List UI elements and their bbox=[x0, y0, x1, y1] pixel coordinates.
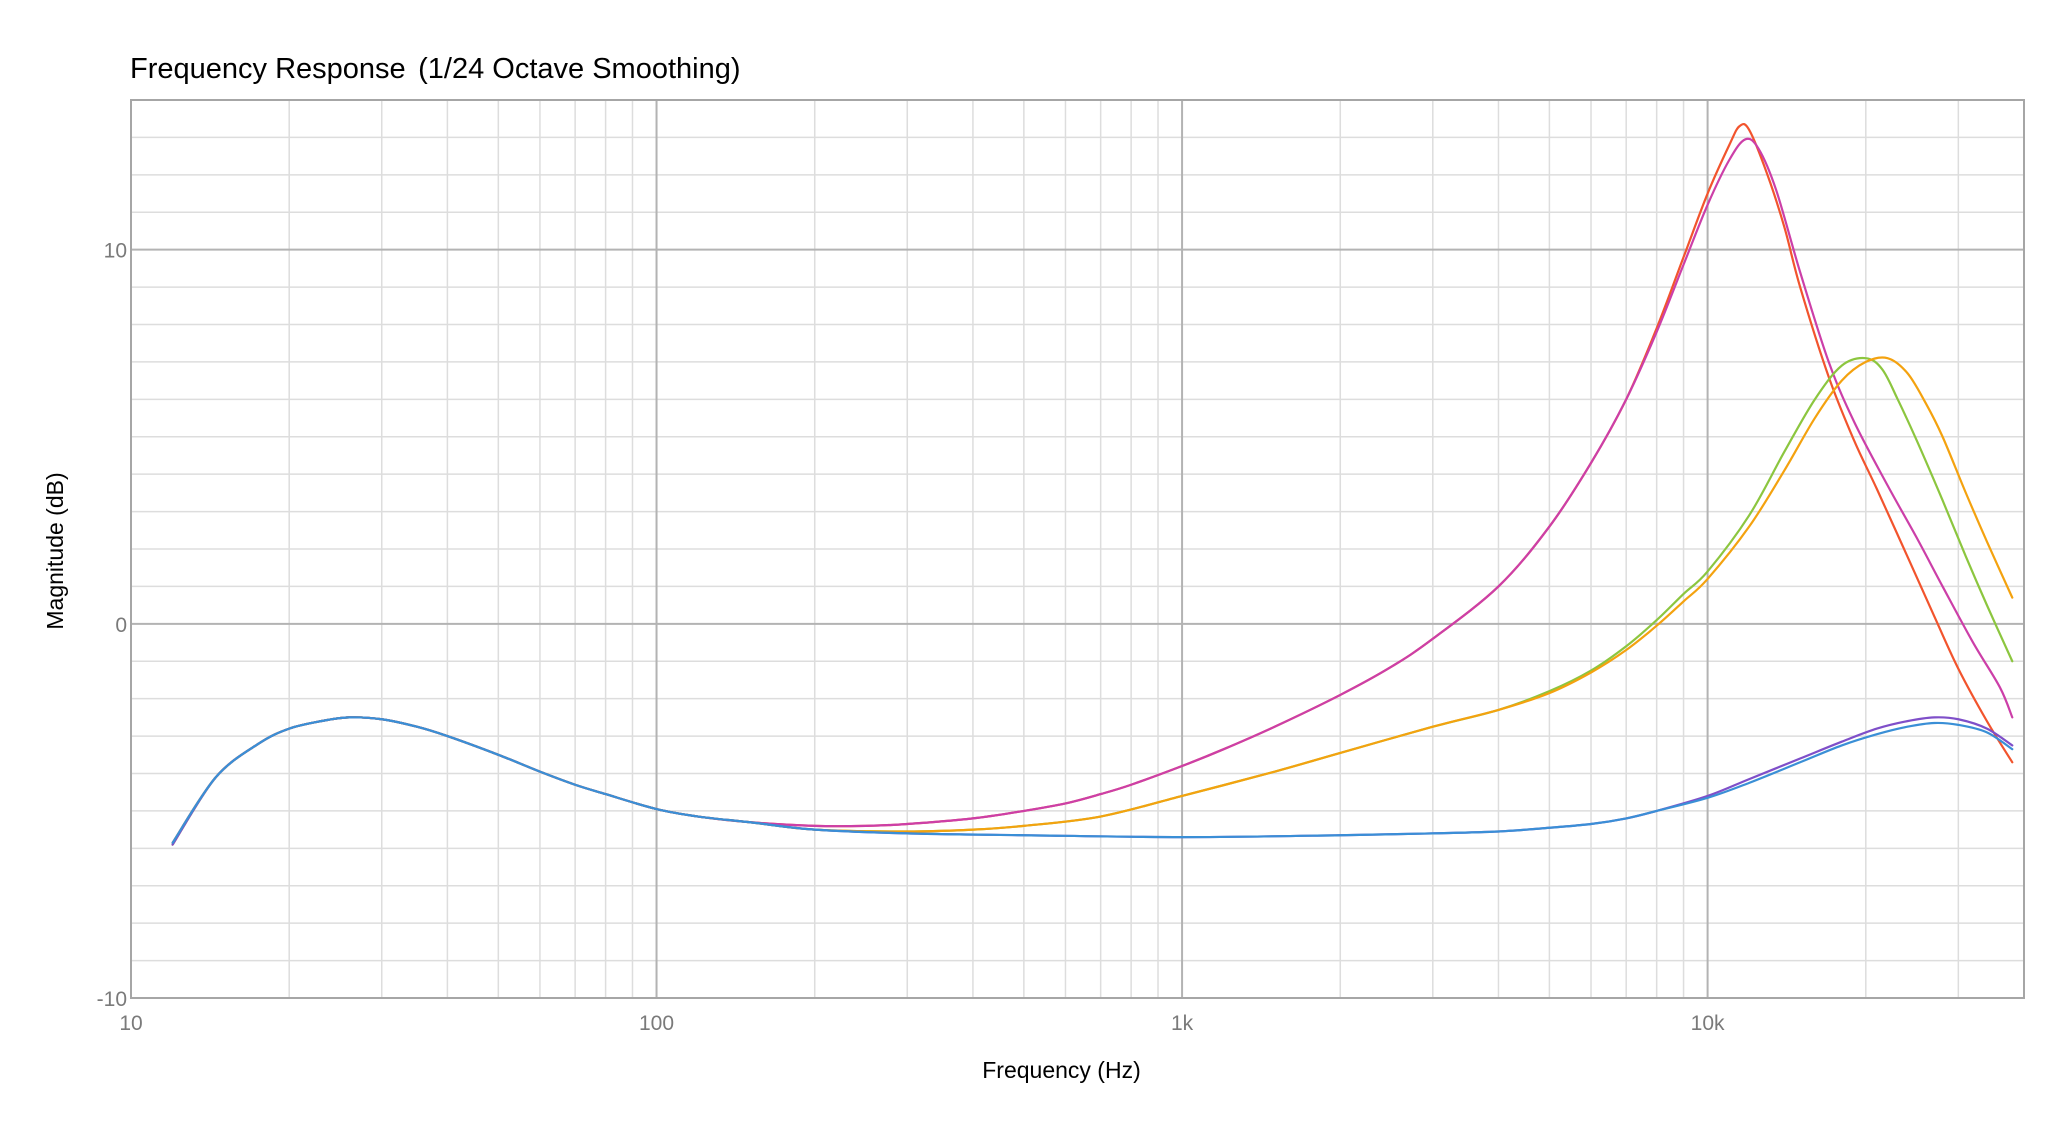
y-tick-label: 10 bbox=[104, 240, 127, 263]
x-tick-label: 10 bbox=[119, 1012, 142, 1035]
series-lines bbox=[171, 122, 2014, 846]
x-axis-ticks: 10 100 1k 10k bbox=[119, 1012, 1725, 1035]
x-tick-label: 10k bbox=[1691, 1012, 1725, 1035]
x-tick-label: 100 bbox=[639, 1012, 674, 1035]
y-axis-ticks: -10 0 10 bbox=[97, 240, 127, 1011]
x-tick-label: 1k bbox=[1171, 1012, 1194, 1035]
minor-grid bbox=[131, 99, 2025, 998]
series-line-3 bbox=[171, 356, 2014, 846]
y-axis-label: Magnitude (dB) bbox=[42, 472, 68, 629]
y-tick-label: 0 bbox=[115, 614, 127, 637]
x-axis-label: Frequency (Hz) bbox=[982, 1057, 1140, 1083]
y-tick-label: -10 bbox=[97, 988, 127, 1011]
series-line-4 bbox=[171, 356, 2014, 844]
plot-frame bbox=[130, 99, 2025, 999]
chart-title: Frequency Response bbox=[130, 53, 406, 85]
svg-text:Frequency Response (1/24 O: Frequency Response (1/24 Octave Smoothin… bbox=[130, 53, 741, 85]
chart-subtitle: (1/24 Octave Smoothing) bbox=[418, 53, 740, 85]
series-line-6 bbox=[171, 716, 2014, 844]
